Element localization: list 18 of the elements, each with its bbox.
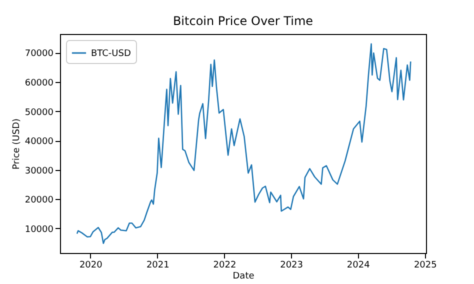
y-tick-label: 40000 [24,137,54,148]
y-axis-title: Price (USD) [12,118,22,170]
y-tick-label: 20000 [24,196,54,206]
y-tick-label: 30000 [24,166,54,176]
x-tick-label: 2020 [79,260,103,270]
y-tick-label: 50000 [24,108,54,118]
y-tick-label: 60000 [24,78,54,89]
x-tick-label: 2024 [346,260,370,270]
chart-title: Bitcoin Price Over Time [172,14,314,28]
x-tick-label: 2022 [213,260,236,270]
line-series [76,43,412,244]
legend-label: BTC-USD [91,49,131,59]
x-axis-title: Date [232,272,255,282]
x-tick-label: 2021 [146,260,170,270]
y-tick-label: 70000 [24,49,54,60]
x-tick-label: 2023 [280,260,304,270]
y-tick-label: 10000 [24,224,54,235]
x-tick-label: 2025 [414,260,437,270]
